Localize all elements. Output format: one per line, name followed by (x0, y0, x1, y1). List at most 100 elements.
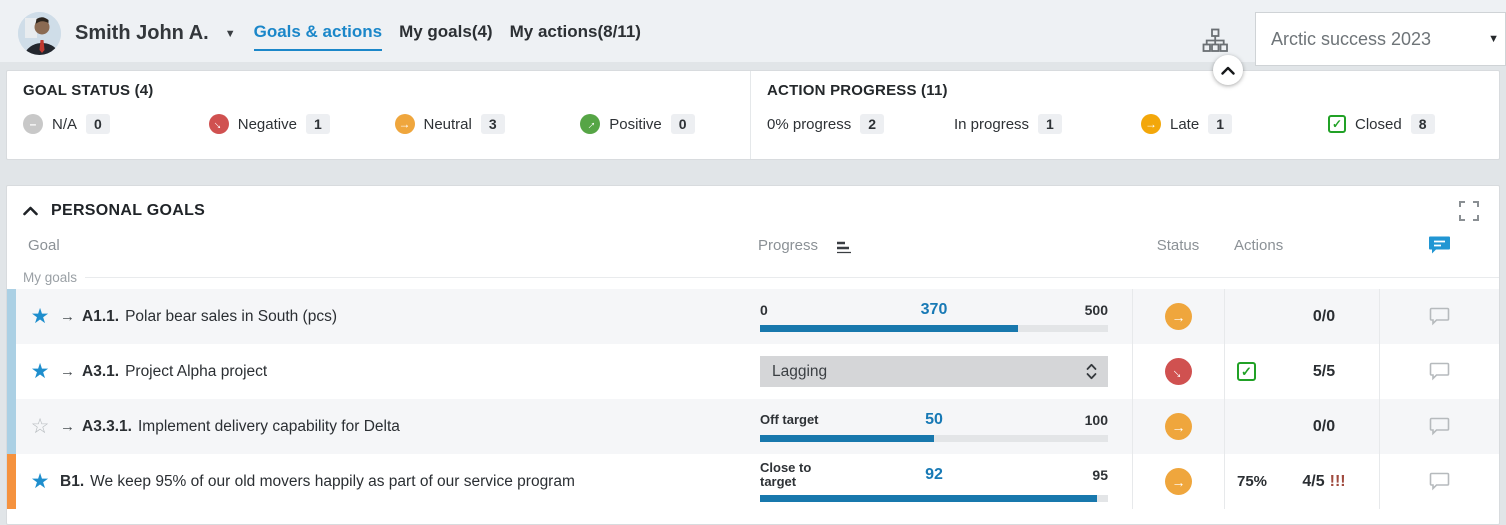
goal-row: ★ → A1.1. Polar bear sales in South (pcs) 0 3… (7, 289, 1499, 344)
summary-item: In progress 1 (938, 114, 1125, 134)
star-icon[interactable]: ★ (30, 360, 50, 383)
goal-status-section: GOAL STATUS (4) – N/A 0 → Negative 1 → Neutral 3… (7, 71, 751, 159)
action-checkbox[interactable]: ✓ (1237, 362, 1256, 381)
actions-cell: 0/0 (1224, 289, 1379, 344)
comment-cell (1379, 344, 1499, 399)
goal-title[interactable]: Polar bear sales in South (pcs) (125, 307, 337, 325)
user-avatar[interactable] (18, 11, 61, 55)
summary-item: → Neutral 3 (379, 114, 565, 134)
summary-item: ✓ Closed 8 (1312, 114, 1499, 134)
progress-bar-fill (760, 495, 1097, 502)
tab-goals-actions[interactable]: Goals & actions (253, 22, 383, 51)
summary-item-label: Closed (1355, 115, 1402, 133)
summary-item: → Late 1 (1125, 114, 1312, 134)
progress-labels: Off target 50 100 (760, 411, 1108, 429)
goal-group-label: My goals (23, 269, 78, 285)
comment-cell (1379, 289, 1499, 344)
arrow-up-icon: → (580, 114, 601, 134)
comment-icon[interactable] (1429, 307, 1450, 326)
status-neutral-icon[interactable]: → (1165, 303, 1192, 330)
comments-icon[interactable] (1428, 235, 1451, 256)
project-selector[interactable]: Arctic success 2023 ▼ (1255, 12, 1506, 66)
actions-count: 0/0 (1312, 307, 1336, 325)
progress-select[interactable]: Lagging (760, 356, 1108, 387)
progress-cell: Lagging (752, 344, 1132, 399)
top-bar: Smith John A. ▼ Goals & actions My goals(… (0, 0, 1506, 66)
goal-accent-strip (7, 454, 16, 509)
goal-title[interactable]: Project Alpha project (125, 362, 268, 380)
goal-accent-strip (7, 399, 16, 454)
section-collapse-chevron-icon[interactable] (23, 206, 38, 216)
actions-percent: 75% (1237, 473, 1268, 490)
summary-collapse-button[interactable] (1213, 55, 1243, 85)
arrow-down-icon: → (208, 114, 229, 134)
actions-cell: 0/0 (1224, 399, 1379, 454)
cascade-arrow-icon: → (60, 308, 75, 325)
summary-item-label: 0% progress (767, 115, 852, 133)
status-neutral-icon[interactable]: → (1165, 468, 1192, 495)
summary-item-label: Positive (609, 115, 662, 133)
status-neutral-icon[interactable]: → (1165, 413, 1192, 440)
fullscreen-icon[interactable] (1459, 201, 1479, 221)
goal-id: A1.1. (82, 307, 120, 325)
progress-cell: 0 370 500 (752, 289, 1132, 344)
hierarchy-icon[interactable] (1202, 28, 1228, 58)
minus-icon: – (23, 114, 43, 134)
user-dropdown-caret-icon[interactable]: ▼ (224, 28, 236, 40)
actions-cell: 75% 4/5!!! (1224, 454, 1379, 509)
progress-max-label: 100 (1084, 412, 1108, 428)
progress-bar-track (760, 495, 1108, 502)
status-negative-icon[interactable]: → (1165, 358, 1192, 385)
comment-cell (1379, 454, 1499, 509)
status-cell: → (1132, 289, 1224, 344)
comment-icon[interactable] (1429, 472, 1450, 491)
sort-icon[interactable] (836, 241, 854, 254)
action-progress-section: ACTION PROGRESS (11) 0% progress 2 In prog… (751, 71, 1499, 159)
comment-icon[interactable] (1429, 417, 1450, 436)
personal-goals-header: PERSONAL GOALS (7, 186, 1499, 225)
goal-id: A3.1. (82, 362, 120, 380)
goal-title[interactable]: Implement delivery capability for Delta (137, 417, 400, 435)
summary-item-count: 2 (860, 114, 885, 134)
progress-max-label: 95 (1092, 467, 1108, 483)
goal-status-title: GOAL STATUS (4) (23, 82, 154, 99)
column-progress: Progress (752, 237, 1132, 254)
summary-item-label: N/A (52, 115, 78, 133)
actions-cell: ✓ 5/5 (1224, 344, 1379, 399)
goal-title[interactable]: We keep 95% of our old movers happily as… (90, 472, 575, 490)
comment-icon[interactable] (1429, 362, 1450, 381)
star-icon[interactable]: ★ (30, 305, 50, 328)
goal-row: ☆ → A3.3.1. Implement delivery capability f… (7, 399, 1499, 454)
summary-item: → Positive 0 (564, 114, 750, 134)
select-updown-icon (1085, 362, 1098, 381)
summary-item: 0% progress 2 (751, 114, 938, 134)
summary-item-count: 0 (670, 114, 695, 134)
progress-bar-fill (760, 435, 934, 442)
summary-item-count: 1 (1038, 114, 1062, 134)
comment-cell (1379, 399, 1499, 454)
status-cell: → (1132, 399, 1224, 454)
user-name: Smith John A. (75, 21, 209, 44)
actions-count: 0/0 (1312, 417, 1336, 435)
goal-accent-strip (7, 344, 16, 399)
summary-item: – N/A 0 (7, 114, 193, 134)
column-comment (1379, 235, 1499, 256)
status-cell: → (1132, 454, 1224, 509)
goal-cell: ★ → A3.1. Project Alpha project (16, 344, 752, 399)
goal-accent-strip (7, 289, 16, 344)
progress-max-label: 500 (1084, 302, 1108, 318)
actions-indicator: ✓ (1237, 362, 1287, 381)
arrow-right-icon: → (394, 114, 415, 134)
progress-select-value: Lagging (772, 362, 828, 380)
progress-labels: Close to target 92 95 (760, 461, 1108, 489)
star-icon[interactable]: ☆ (30, 415, 50, 438)
status-cell: → (1132, 344, 1224, 399)
star-icon[interactable]: ★ (30, 470, 50, 493)
actions-alert: !!! (1329, 472, 1346, 490)
goal-id: A3.3.1. (82, 417, 132, 435)
tab-my-actions-8-11-[interactable]: My actions(8/11) (509, 21, 641, 41)
goal-cell: ★ B1. We keep 95% of our old movers happil… (16, 454, 752, 509)
goal-cell: ★ → A1.1. Polar bear sales in South (pcs) (16, 289, 752, 344)
tab-my-goals-4-[interactable]: My goals(4) (399, 21, 493, 41)
action-progress-title: ACTION PROGRESS (11) (767, 82, 948, 99)
